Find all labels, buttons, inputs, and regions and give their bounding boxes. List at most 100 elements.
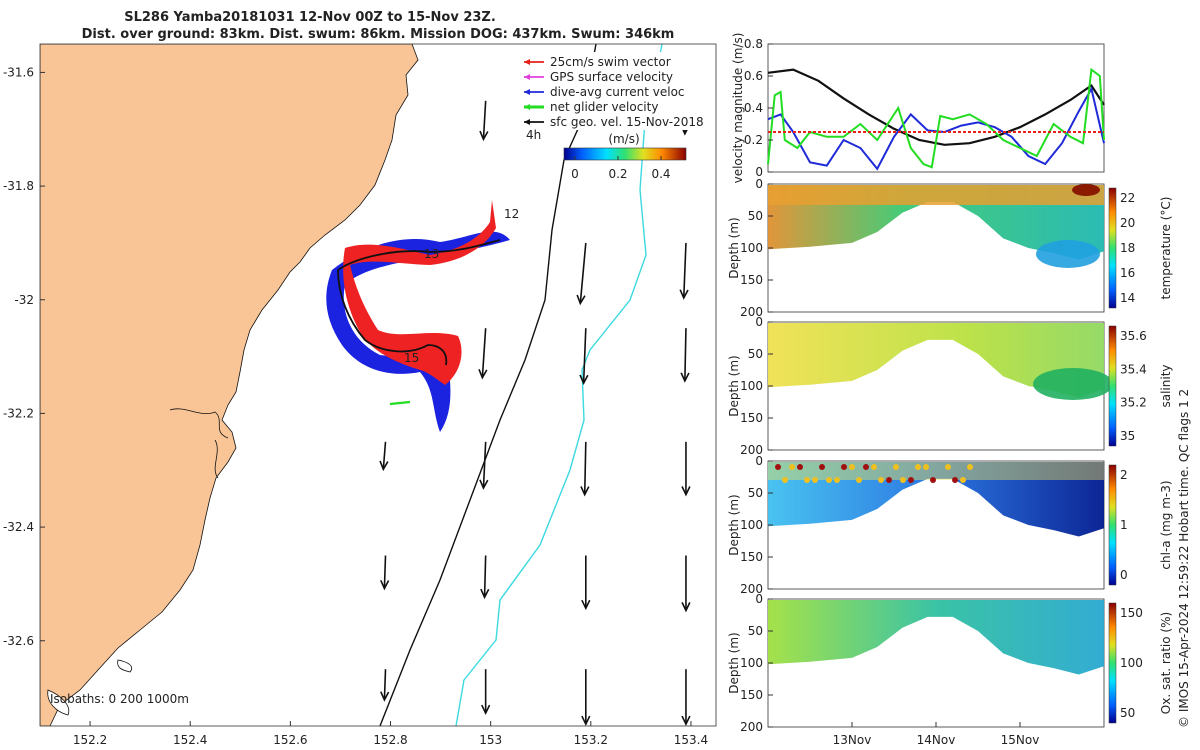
temperature-warm-patch [1072, 184, 1100, 196]
legend-label: dive-avg current veloc [550, 85, 685, 99]
temperature-surface-layer [768, 185, 1104, 205]
lon-tick-label: 152.6 [273, 733, 307, 747]
legend-swatch-head [524, 119, 530, 125]
geo-vector-shaft [682, 242, 687, 298]
geo-vector-head [380, 579, 390, 591]
geo-vector-shaft [383, 669, 387, 700]
depth-tick-label: 100 [740, 656, 763, 670]
chla-hotspot [923, 464, 929, 470]
section-colorbar-tick: 1 [1120, 518, 1128, 532]
section-chla-field [768, 462, 1104, 537]
chla-hotspot [849, 464, 855, 470]
depth-ylabel: Depth (m) [727, 355, 741, 416]
time-tick-label: 13Nov [833, 733, 872, 747]
velocity-series [767, 67, 1105, 169]
depth-ylabel: Depth (m) [727, 632, 741, 693]
time-tick-label: 14Nov [917, 733, 956, 747]
depth-tick-label: 50 [748, 347, 763, 361]
section-colorbar-tick: 150 [1120, 606, 1143, 620]
geo-vector-head [580, 486, 590, 497]
geo-vector-head [380, 691, 390, 702]
chla-hotspot [797, 464, 803, 470]
track-day-label: 12 [504, 207, 519, 221]
chla-hotspot [834, 477, 840, 483]
legend-label: GPS surface velocity [550, 70, 673, 84]
map-colorbar [563, 147, 687, 161]
geo-vector-head [480, 588, 490, 600]
velocity-tick-label: 0.8 [744, 37, 763, 51]
section-colorbar-label: salinity [1159, 364, 1173, 407]
legend-swatch-head [524, 74, 530, 80]
geo-vector-head [481, 704, 491, 716]
chla-hotspot [886, 477, 892, 483]
chla-hotspot [930, 477, 936, 483]
chla-hotspot [841, 464, 847, 470]
geo-vector-shaft [582, 328, 587, 384]
depth-tick-label: 0 [755, 454, 763, 468]
geo-vector-shaft [383, 555, 387, 589]
chla-hotspot [967, 464, 973, 470]
isobath-1000m [455, 44, 663, 726]
geo-vector-head [681, 602, 691, 613]
map-colorbar-ticks: 0 0.2 0.4 [571, 156, 671, 181]
chla-hotspot [945, 464, 951, 470]
geo-vector-head [680, 372, 690, 383]
depth-ylabel: Depth (m) [727, 494, 741, 555]
section-colorbar [1108, 187, 1117, 309]
map-axes: -31.6 -31.8 -32 -32.2 -32.4 -32.6 152.2 152.4 15… [3, 65, 708, 747]
depth-tick-label: 200 [740, 720, 763, 734]
chla-hotspot [826, 477, 832, 483]
depth-tick-label: 0 [755, 592, 763, 606]
salinity-fresh-patch [1033, 368, 1113, 400]
section-salinity-field [768, 323, 1104, 398]
geo-vector-head [681, 486, 691, 497]
depth-tick-label: 50 [748, 624, 763, 638]
title-line-2: Dist. over ground: 83km. Dist. swum: 86k… [82, 27, 675, 42]
chla-hotspot [893, 464, 899, 470]
lat-tick-label: -31.6 [3, 65, 34, 79]
geo-vector-head [679, 289, 689, 300]
section-colorbar-label: Ox. sat. ratio (%) [1159, 612, 1173, 714]
lon-tick-label: 152.2 [73, 733, 107, 747]
lat-tick-label: -31.8 [3, 179, 34, 193]
bathy-label: Isobaths: 0 200 1000m [50, 692, 189, 706]
geo-vector-head [581, 599, 591, 611]
geo-vector-head [576, 294, 586, 306]
lon-tick-label: 152.8 [373, 733, 407, 747]
track-day-label: 15 [404, 351, 419, 365]
chla-hotspot [952, 477, 958, 483]
velocity-axes: 0 0.2 0.4 0.6 0.8 [744, 37, 773, 179]
section-colorbar-tick: 0 [1120, 568, 1128, 582]
map-frame [39, 43, 717, 727]
lat-tick-label: -32.6 [3, 634, 34, 648]
legend-bg [518, 52, 708, 130]
lat-tick-label: -32 [14, 293, 34, 307]
chla-hotspot [878, 477, 884, 483]
colorbar-tick-label: 0.2 [608, 167, 627, 181]
legend-swatch-head [524, 89, 530, 95]
section-colorbar-tick: 14 [1120, 291, 1135, 305]
geo-vector-shaft [684, 328, 687, 381]
credit-text: © IMOS 15-Apr-2024 12:59:22 Hobart time.… [1177, 389, 1191, 728]
colorbar-tick-label: 0.4 [651, 167, 670, 181]
depth-tick-label: 150 [740, 273, 763, 287]
geo-vector-shaft [482, 100, 487, 140]
lon-tick-label: 153 [479, 733, 502, 747]
velocity-lines [767, 67, 1105, 171]
geo-vector-shaft [382, 441, 387, 470]
depth-tick-label: 150 [740, 688, 763, 702]
velocity-series [767, 68, 1105, 146]
depth-tick-label: 50 [748, 486, 763, 500]
section-colorbar-label: chl-a (mg m-3) [1159, 480, 1173, 569]
chla-hotspot [908, 477, 914, 483]
track-day-label: 13 [424, 247, 439, 261]
section-oxygen-field [768, 600, 1104, 675]
lon-tick-label: 153.4 [674, 733, 708, 747]
geo-vector-head [579, 374, 589, 386]
depth-tick-label: 100 [740, 518, 763, 532]
legend-note: 4h [526, 128, 541, 142]
depth-tick-label: 100 [740, 241, 763, 255]
section-colorbar [1108, 464, 1117, 586]
depth-tick-label: 150 [740, 411, 763, 425]
geo-vector-shaft [583, 441, 587, 495]
